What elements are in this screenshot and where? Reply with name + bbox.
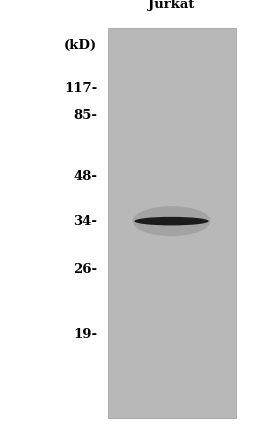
Text: 117-: 117-	[64, 82, 97, 95]
Text: 34-: 34-	[73, 214, 97, 228]
Text: Jurkat: Jurkat	[148, 0, 195, 11]
Text: 85-: 85-	[73, 109, 97, 122]
Text: (kD): (kD)	[64, 39, 97, 52]
Bar	[108, 28, 236, 418]
Ellipse shape	[133, 206, 210, 236]
Text: 48-: 48-	[73, 170, 97, 183]
Ellipse shape	[134, 217, 209, 225]
Text: 19-: 19-	[73, 328, 97, 341]
Text: 26-: 26-	[73, 263, 97, 276]
